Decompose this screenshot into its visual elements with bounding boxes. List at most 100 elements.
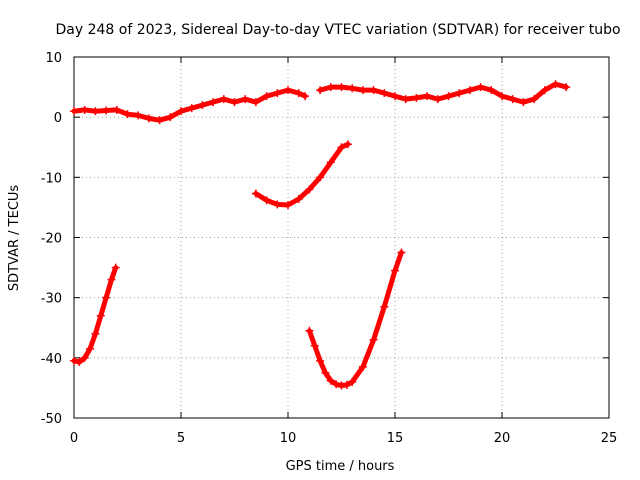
data-point (343, 140, 352, 149)
data-point (316, 173, 325, 182)
data-point (326, 158, 335, 167)
data-point (476, 83, 485, 92)
data-point (508, 95, 517, 104)
data-point (273, 200, 282, 209)
data-point (284, 201, 292, 210)
data-point (70, 107, 78, 116)
data-point (91, 107, 100, 116)
data-point (284, 86, 292, 95)
data-point (562, 83, 571, 92)
data-point (251, 189, 260, 198)
data-point (316, 86, 325, 95)
y-tick-label: -40 (41, 352, 62, 367)
data-point (348, 377, 357, 386)
data-point (301, 92, 310, 101)
data-point (326, 376, 335, 385)
data-point (423, 92, 432, 101)
data-point (401, 95, 410, 104)
data-point (391, 266, 399, 275)
data-point (369, 86, 378, 95)
y-tick-label: -50 (41, 412, 62, 427)
y-axis-label: SDTVAR / TECUs (7, 185, 22, 292)
y-tick-labels: -50 -40 -30 -20 -10 0 10 (41, 51, 62, 427)
data-point (380, 302, 389, 311)
data-point (273, 89, 282, 98)
data-point (198, 101, 207, 110)
y-tick-label: -30 (41, 292, 62, 307)
chart-title: Day 248 of 2023, Sidereal Day-to-day VTE… (55, 22, 620, 38)
x-tick-label: 5 (177, 431, 185, 446)
data-point (332, 380, 341, 389)
data-point (187, 104, 196, 113)
y-tick-label: -20 (41, 232, 62, 247)
data-point (487, 86, 496, 95)
data-point (316, 356, 325, 365)
series-arc-low-2 (305, 248, 406, 390)
data-point (342, 380, 351, 389)
data-point (358, 86, 367, 95)
data-point (166, 113, 175, 122)
data-point (96, 311, 105, 320)
data-point (251, 98, 260, 107)
series-arc-baseline-2 (316, 80, 571, 107)
data-point (519, 98, 528, 107)
data-point (397, 248, 406, 257)
data-point (391, 92, 399, 101)
series-line (71, 265, 119, 365)
data-point (540, 86, 549, 95)
data-point (80, 353, 89, 362)
data-point (412, 93, 421, 102)
series-arc-mid (251, 140, 352, 210)
data-point (230, 98, 239, 107)
data-point (144, 114, 153, 123)
y-tick-label: 0 (54, 111, 62, 126)
data-point (111, 263, 120, 272)
data-point (123, 110, 132, 119)
data-point (177, 107, 185, 116)
data-point (80, 105, 89, 114)
data-point (91, 329, 100, 338)
series-arc-baseline-1 (70, 86, 310, 125)
data-point (102, 106, 111, 115)
data-point (134, 111, 143, 120)
data-point (305, 326, 314, 335)
data-point (262, 92, 271, 101)
data-point (262, 196, 271, 205)
data-point (305, 185, 314, 194)
data-point (294, 194, 303, 203)
data-point (75, 358, 84, 367)
data-point (465, 86, 474, 95)
y-tick-label: 10 (45, 51, 62, 66)
series-line (317, 81, 569, 105)
y-tick-label: -10 (41, 171, 62, 186)
data-point (337, 83, 346, 92)
data-point (112, 105, 121, 114)
axis-ticks (73, 56, 610, 419)
series-line (306, 250, 404, 388)
data-point (102, 293, 111, 302)
data-point (358, 362, 367, 371)
data-point (86, 344, 95, 353)
x-axis-label: GPS time / hours (286, 459, 395, 474)
data-point (241, 95, 250, 104)
x-tick-label: 0 (70, 431, 78, 446)
data-point (433, 95, 442, 104)
data-point (498, 92, 506, 101)
x-tick-label: 25 (601, 431, 618, 446)
plot-area (70, 80, 571, 390)
data-point (380, 89, 389, 98)
series-line (253, 141, 351, 208)
data-point (70, 356, 78, 365)
x-tick-label: 20 (494, 431, 511, 446)
data-point (326, 83, 335, 92)
data-point (107, 275, 116, 284)
grid-lines (74, 57, 609, 418)
data-point (444, 92, 453, 101)
data-point (530, 95, 539, 104)
data-point (369, 335, 378, 344)
data-point (310, 341, 319, 350)
series-line (71, 87, 308, 123)
x-tick-label: 15 (387, 431, 404, 446)
data-point (209, 98, 218, 107)
